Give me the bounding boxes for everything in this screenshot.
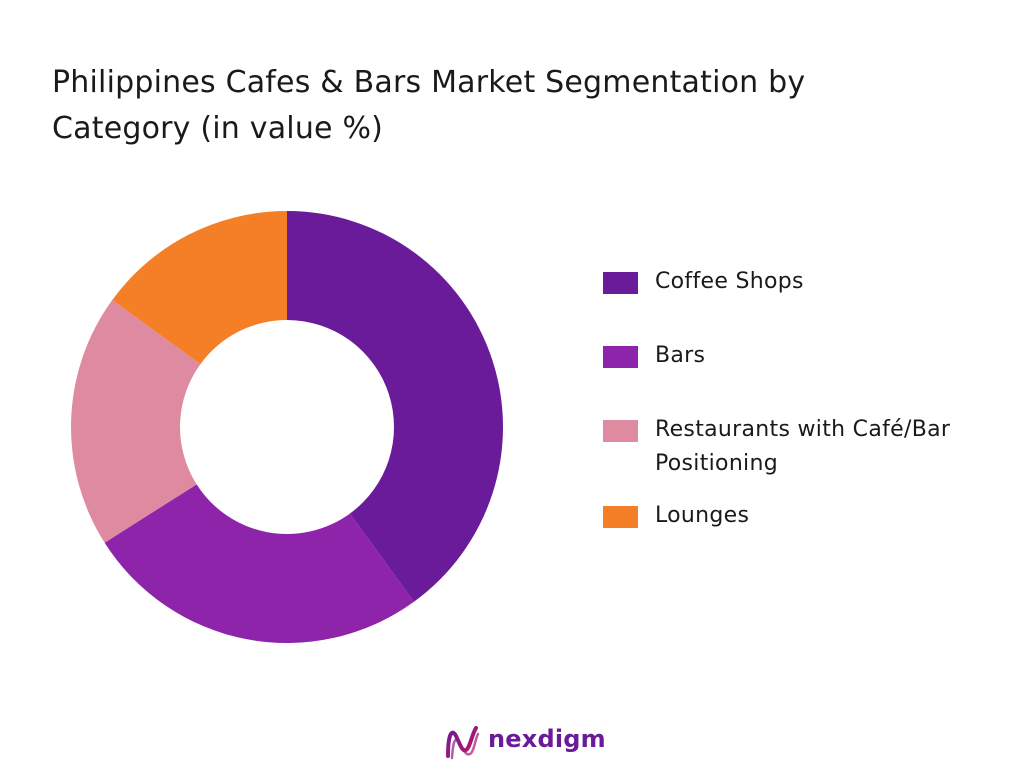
legend-swatch-coffee-shops bbox=[603, 272, 638, 294]
brand-footer: nexdigm bbox=[442, 722, 606, 762]
donut-slice-lounges bbox=[112, 211, 288, 365]
donut-slice-bars bbox=[104, 484, 414, 643]
nexdigm-logo-icon bbox=[446, 726, 480, 760]
donut-chart bbox=[71, 211, 503, 643]
legend-swatch-restaurants bbox=[603, 420, 638, 442]
brand-name: nexdigm bbox=[488, 725, 606, 753]
legend-label-bars: Bars bbox=[655, 343, 706, 368]
chart-title: Philippines Cafes & Bars Market Segmenta… bbox=[52, 65, 806, 146]
legend-label-coffee-shops: Coffee Shops bbox=[655, 269, 804, 294]
legend-label-restaurants: Restaurants with Café/Bar Positioning bbox=[655, 417, 951, 476]
legend-swatch-lounges bbox=[603, 506, 638, 528]
donut-slice-coffee-shops bbox=[287, 211, 503, 602]
donut-slice-restaurants bbox=[71, 300, 201, 543]
legend-label-lounges: Lounges bbox=[655, 503, 750, 528]
chart-legend: Coffee Shops Bars Restaurants with Café/… bbox=[603, 0, 1023, 768]
legend-swatch-bars bbox=[603, 346, 638, 368]
